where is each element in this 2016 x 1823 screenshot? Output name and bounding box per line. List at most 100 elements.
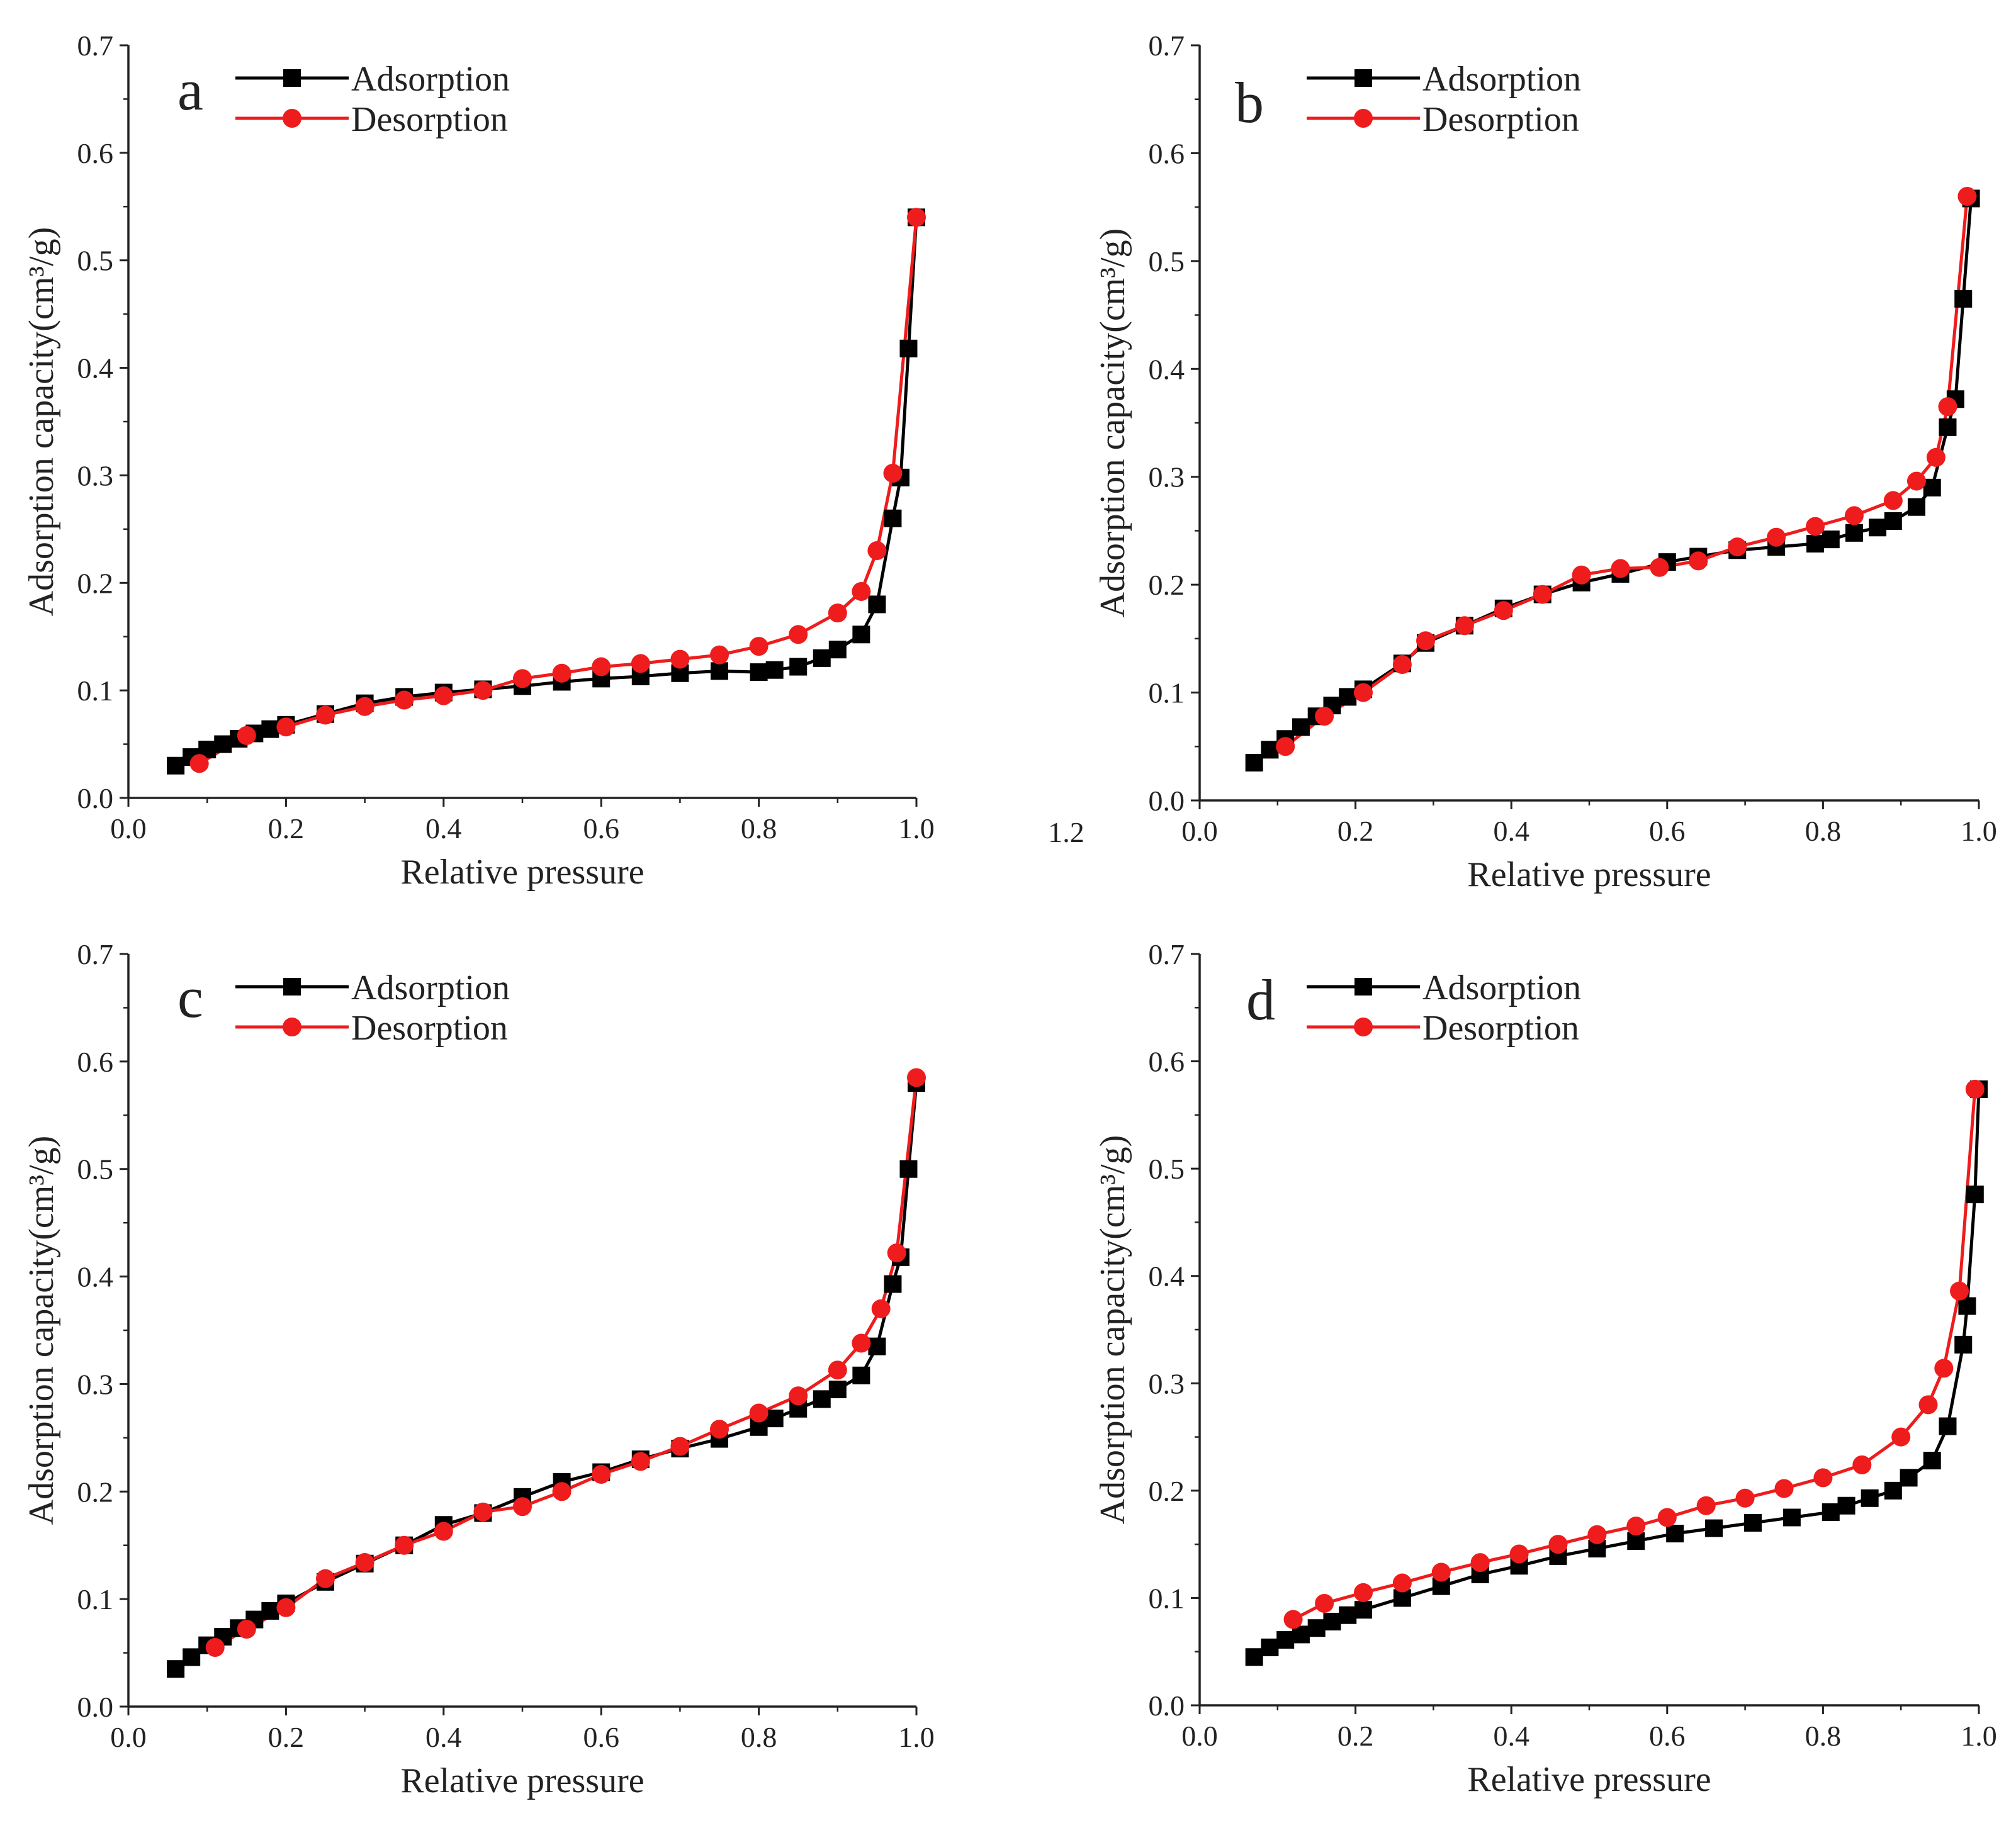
legend-label: Desorption <box>351 100 508 139</box>
data-point-desorption <box>1533 585 1552 604</box>
data-point-desorption <box>552 1482 572 1501</box>
data-point-desorption <box>1611 559 1630 578</box>
data-point-adsorption <box>1822 530 1840 549</box>
legend-label: Adsorption <box>1422 968 1581 1007</box>
data-point-desorption <box>1813 1468 1833 1488</box>
legend-marker-circle <box>283 1018 301 1036</box>
x-tick-label: 0.4 <box>425 1721 462 1753</box>
legend-marker-square <box>1354 69 1372 87</box>
data-point-desorption <box>670 1437 690 1456</box>
x-tick-label: 0.0 <box>110 812 147 844</box>
data-point-desorption <box>1283 1610 1303 1629</box>
data-point-desorption <box>631 654 650 673</box>
legend-entry-adsorption: Adsorption <box>235 60 510 99</box>
data-point-adsorption <box>1966 1186 1984 1204</box>
y-tick-labels: 0.0 0.1 0.2 0.3 0.4 0.5 0.6 0.7 <box>77 938 114 1723</box>
y-tick-label: 0.1 <box>1149 1582 1185 1614</box>
data-point-adsorption <box>1845 524 1863 542</box>
data-point-adsorption <box>828 1380 847 1398</box>
data-point-desorption <box>670 649 690 669</box>
y-tick-label: 0.2 <box>77 1476 114 1508</box>
data-point-desorption <box>710 645 729 665</box>
data-point-desorption <box>189 754 209 773</box>
data-point-adsorption <box>1292 718 1310 736</box>
data-point-desorption <box>1650 558 1669 577</box>
data-point-desorption <box>1276 737 1295 756</box>
legend: Adsorption Desorption <box>1307 60 1581 139</box>
legend-entry-desorption: Desorption <box>1307 100 1579 139</box>
y-tick-label: 0.3 <box>1149 1367 1185 1400</box>
data-point-adsorption <box>852 625 870 644</box>
legend: Adsorption Desorption <box>235 60 510 139</box>
data-point-adsorption <box>1307 1619 1326 1637</box>
data-point-desorption <box>276 717 296 737</box>
data-point-desorption <box>1416 631 1436 651</box>
data-point-desorption <box>1957 187 1977 206</box>
y-tick-label: 0.0 <box>1149 785 1185 817</box>
data-point-desorption <box>883 464 903 483</box>
data-point-desorption <box>852 581 871 601</box>
data-point-desorption <box>1626 1517 1646 1536</box>
data-point-desorption <box>1689 551 1708 571</box>
data-point-adsorption <box>1276 1630 1295 1649</box>
y-tick-label: 0.3 <box>77 1368 114 1400</box>
data-point-desorption <box>316 705 335 725</box>
data-point-desorption <box>867 541 887 561</box>
legend-entry-adsorption: Adsorption <box>1307 60 1581 99</box>
x-tick-label: 0.0 <box>110 1721 147 1753</box>
data-point-adsorption <box>711 662 728 680</box>
y-tick-label: 0.6 <box>77 1046 114 1078</box>
data-point-adsorption <box>1939 418 1957 436</box>
data-point-adsorption <box>214 735 232 753</box>
x-tick-label: 0.4 <box>1493 815 1529 847</box>
y-tick-label: 0.7 <box>1149 938 1185 970</box>
series-line-adsorption <box>1253 1089 1981 1659</box>
data-point-desorption <box>237 726 256 745</box>
panel-label: a <box>177 58 203 122</box>
data-point-adsorption <box>183 1648 201 1666</box>
data-point-desorption <box>355 1553 374 1573</box>
data-point-desorption <box>592 1464 611 1484</box>
data-point-desorption <box>1392 1573 1412 1593</box>
data-point-adsorption <box>884 1275 902 1293</box>
x-tick-label: 0.8 <box>741 1721 777 1753</box>
plot-series <box>1245 1079 1988 1666</box>
data-point-desorption <box>395 690 414 710</box>
y-tick-labels: 0.0 0.1 0.2 0.3 0.4 0.5 0.6 0.7 <box>1149 938 1185 1722</box>
data-point-desorption <box>276 1598 296 1617</box>
data-point-desorption <box>1455 616 1474 636</box>
data-point-desorption <box>1934 1359 1954 1378</box>
data-point-adsorption <box>1245 1648 1263 1666</box>
legend-entry-desorption: Desorption <box>1307 1009 1579 1048</box>
y-tick-label: 0.4 <box>77 1261 114 1293</box>
data-point-adsorption <box>1339 1606 1357 1624</box>
data-point-desorption <box>473 1502 493 1522</box>
y-tick-labels: 0.0 0.1 0.2 0.3 0.4 0.5 0.6 0.7 <box>1149 30 1185 817</box>
x-tick-label: 0.2 <box>268 812 305 844</box>
panel-c: 0.0 0.1 0.2 0.3 0.4 0.5 0.6 0.7 0.0 0.2 … <box>22 938 935 1800</box>
plot-series <box>167 208 926 775</box>
data-point-desorption <box>1728 537 1747 557</box>
x-axis-title: Relative pressure <box>400 853 644 892</box>
y-tick-label: 0.1 <box>1149 677 1185 709</box>
x-tick-label: 0.4 <box>425 812 462 844</box>
legend-marker-circle <box>283 109 301 128</box>
y-tick-label: 0.5 <box>77 1153 114 1186</box>
legend-marker-square <box>1354 978 1372 996</box>
data-point-desorption <box>907 1068 926 1087</box>
y-tick-label: 0.6 <box>1149 1046 1185 1078</box>
y-tick-label: 0.6 <box>77 137 114 169</box>
data-point-adsorption <box>884 509 902 527</box>
data-point-adsorption <box>868 595 886 614</box>
data-point-desorption <box>871 1299 891 1318</box>
data-point-desorption <box>395 1535 414 1555</box>
legend-label: Desorption <box>1422 1009 1579 1048</box>
data-point-desorption <box>1774 1479 1794 1498</box>
y-axis-title: Adsorption capacity(cm³/g) <box>22 1136 61 1525</box>
x-tick-labels: 0.0 0.2 0.4 0.6 0.8 1.0 <box>1181 815 1997 847</box>
data-point-desorption <box>1906 471 1926 491</box>
data-point-desorption <box>513 1497 532 1517</box>
x-tick-label: 0.2 <box>268 1721 305 1753</box>
y-tick-label: 0.2 <box>77 567 114 599</box>
data-point-desorption <box>1696 1496 1716 1515</box>
